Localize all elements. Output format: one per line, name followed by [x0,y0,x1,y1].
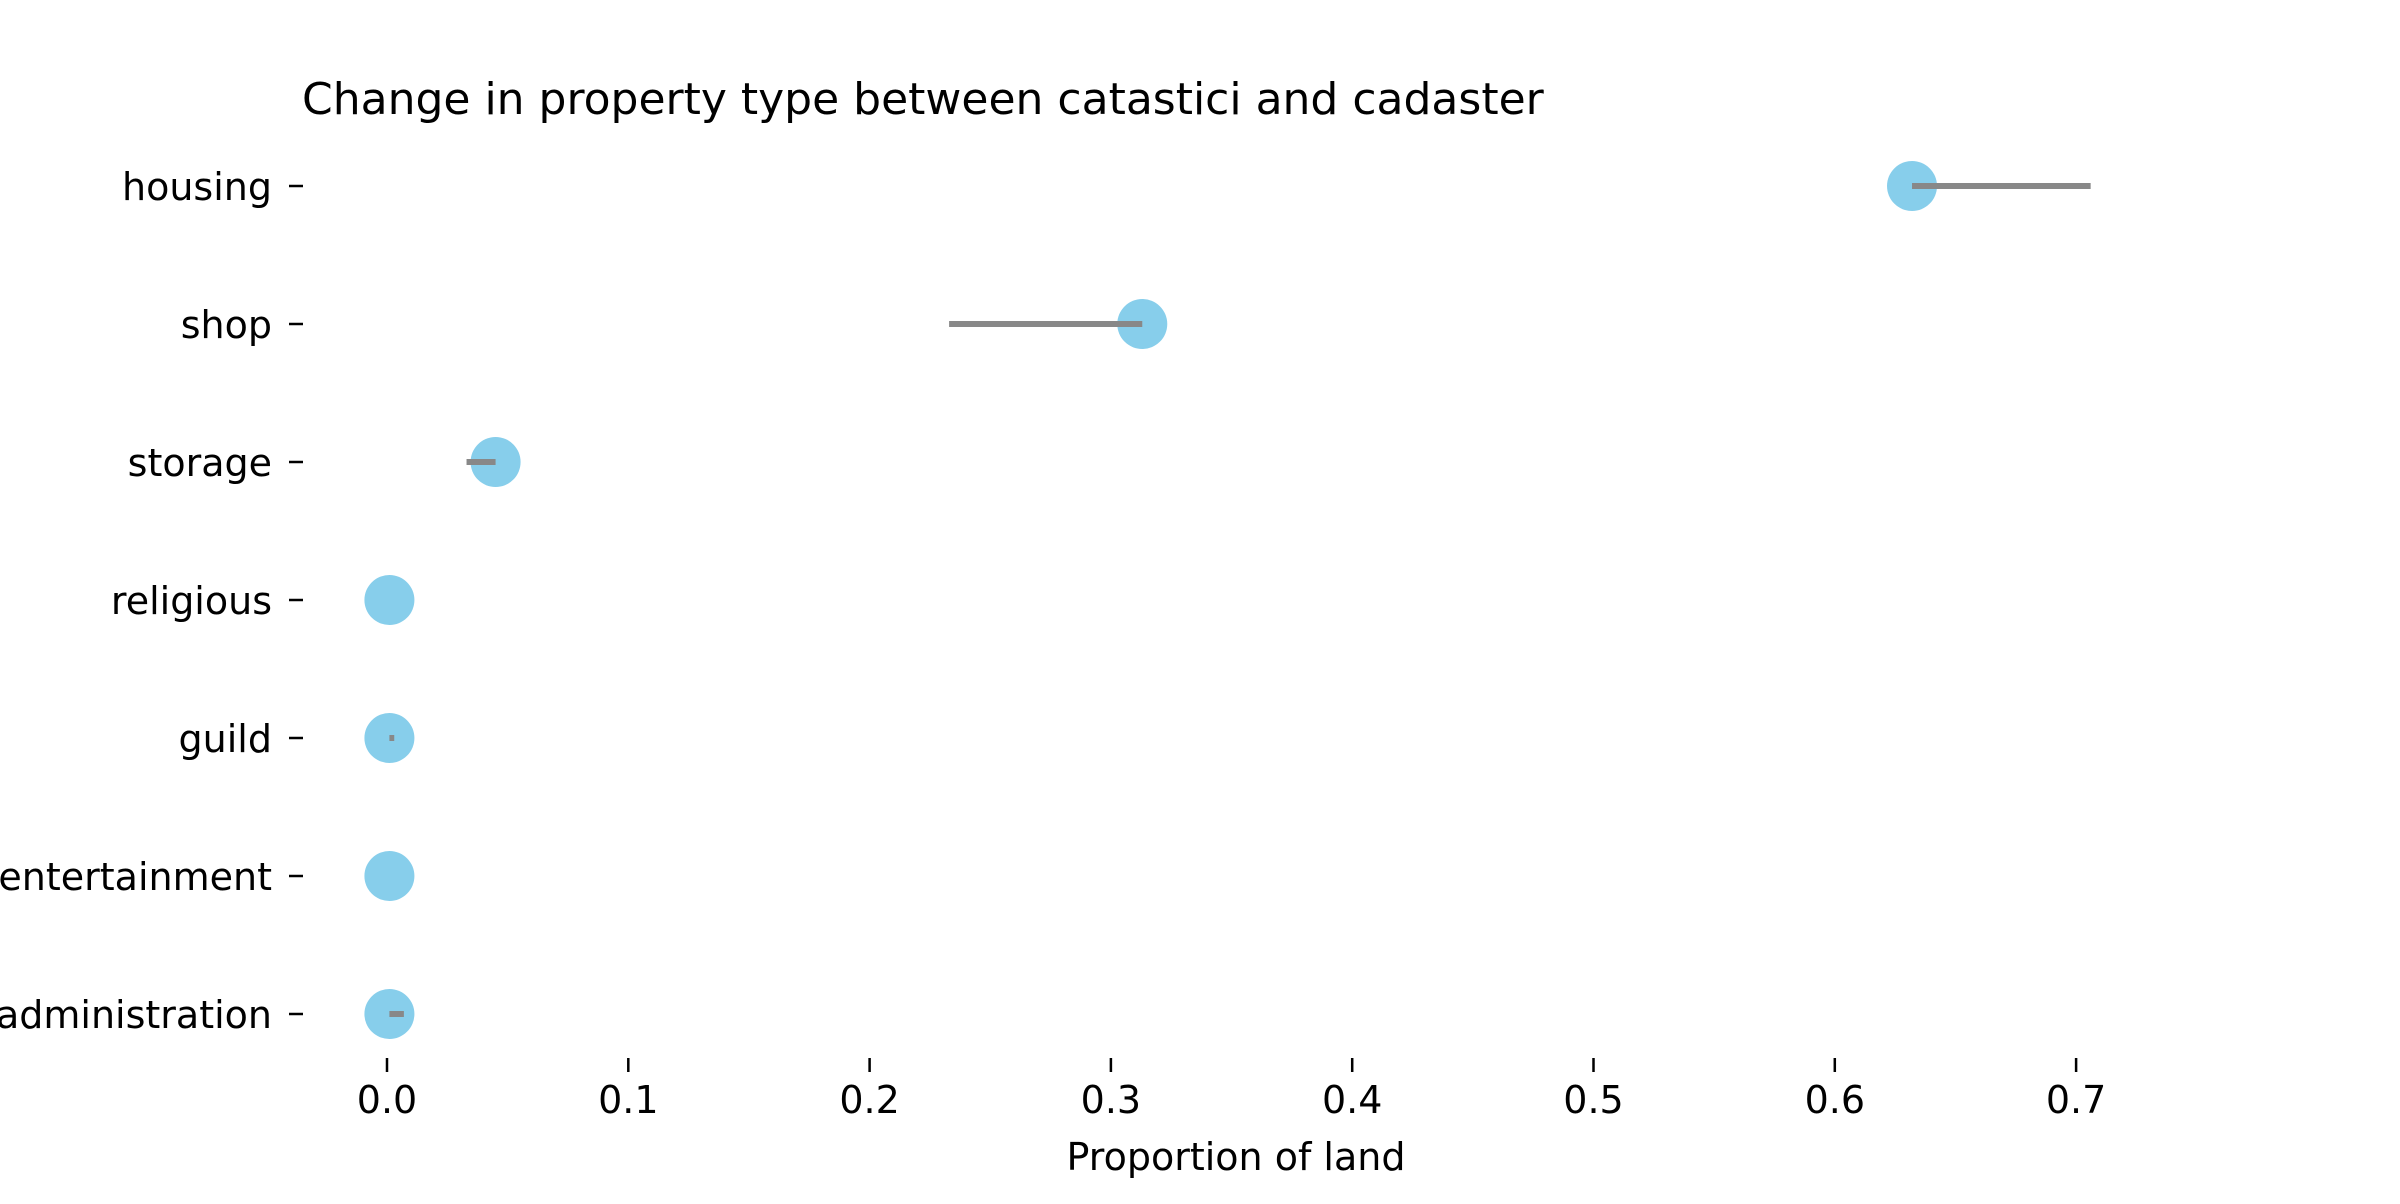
x-axis-label: Proportion of land [1067,1135,1406,1179]
x-tick-label: 0.0 [357,1078,417,1122]
point-entertainment [364,851,415,901]
x-tick-label: 0.1 [598,1078,658,1122]
range-lines [389,183,2091,1017]
x-tick-label: 0.4 [1322,1078,1382,1122]
x-tick-label: 0.2 [839,1078,899,1122]
data-points [364,161,2091,1039]
x-axis: 0.0 0.1 0.2 0.3 0.4 0.5 0.6 0.7 [357,1058,2106,1122]
chart-title: Change in property type between catastic… [302,74,1545,125]
x-tick-label: 0.7 [2046,1078,2106,1122]
y-axis: housing shop storage religious guild entertai… [0,165,303,1037]
y-tick-label: storage [128,441,272,485]
x-tick-label: 0.3 [1081,1078,1141,1122]
y-tick-label: administration [0,993,272,1037]
x-tick-label: 0.5 [1563,1078,1623,1122]
y-tick-label: shop [181,303,272,347]
y-tick-label: religious [111,579,272,623]
y-tick-label: guild [179,717,272,761]
point-religious [364,575,415,625]
x-tick-label: 0.6 [1805,1078,1865,1122]
y-tick-label: housing [122,165,272,209]
y-tick-label: entertainment [0,855,272,899]
